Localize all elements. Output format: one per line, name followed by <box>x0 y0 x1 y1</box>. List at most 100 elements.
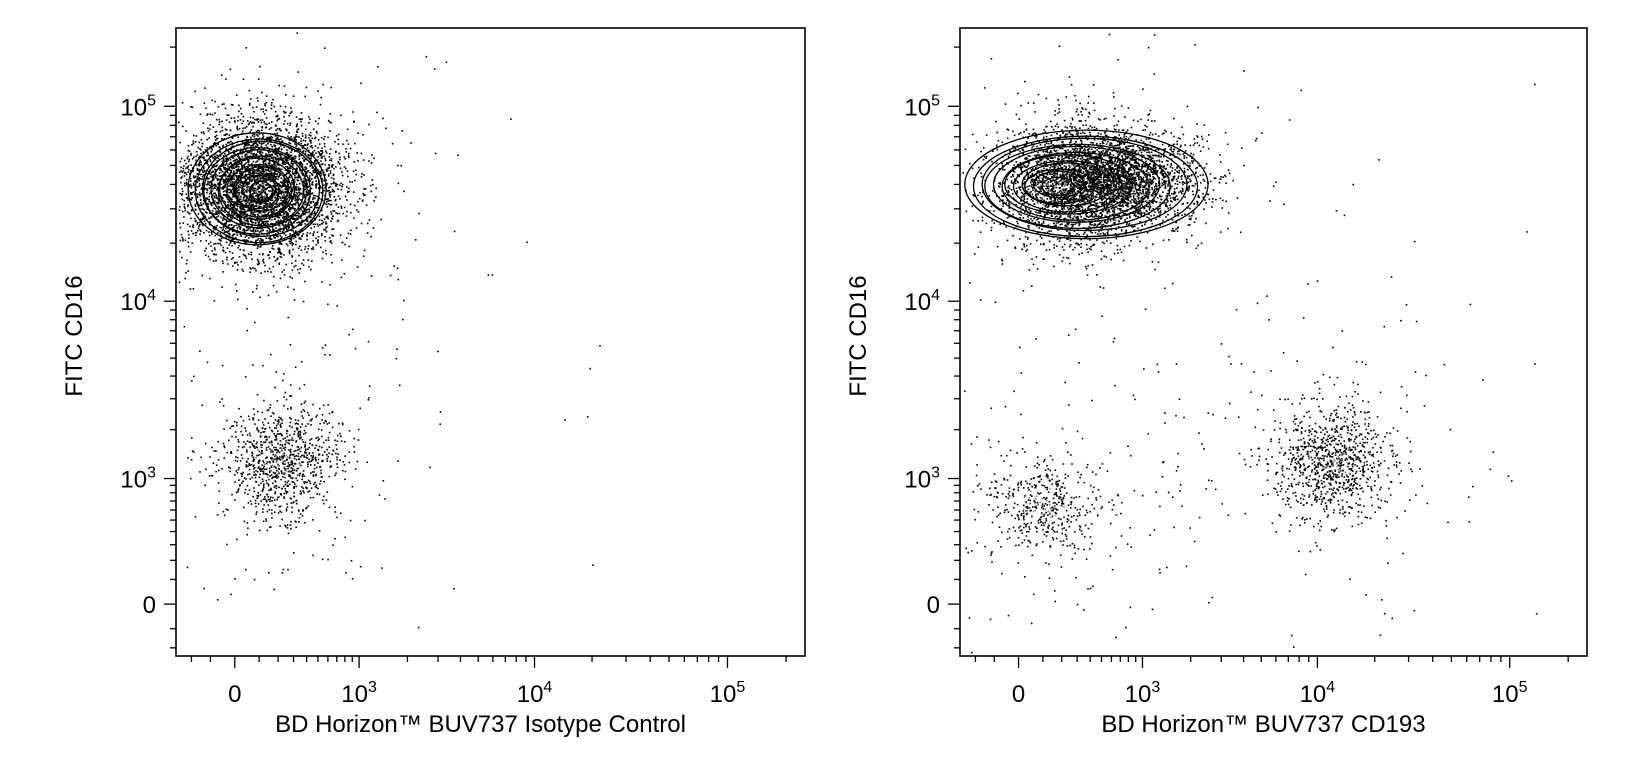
event-dot <box>247 465 249 467</box>
event-dot <box>191 144 193 146</box>
event-dot <box>307 461 309 464</box>
event-dot <box>249 174 251 177</box>
event-dot <box>264 160 266 163</box>
event-dot <box>275 147 278 150</box>
event-dot <box>235 158 238 160</box>
event-dot <box>269 180 272 183</box>
event-dot <box>217 187 219 189</box>
event-dot <box>270 195 273 197</box>
event-dot <box>294 175 296 177</box>
event-dot <box>287 159 289 162</box>
event-dot <box>354 204 356 207</box>
event-dot <box>330 86 332 89</box>
event-dot <box>304 481 307 483</box>
event-dot <box>298 158 301 160</box>
event-dot <box>299 493 302 495</box>
event-dot <box>310 464 312 466</box>
event-dot <box>214 213 217 215</box>
event-dot <box>245 47 248 49</box>
event-dot <box>294 202 297 205</box>
event-dot <box>245 226 248 229</box>
event-dot <box>264 473 267 475</box>
event-dot <box>259 296 261 299</box>
event-dot <box>334 506 336 508</box>
population-1-halo <box>178 32 601 500</box>
event-dot <box>274 196 276 199</box>
event-dot <box>184 277 186 280</box>
event-dot <box>275 290 278 293</box>
event-dot <box>305 507 307 510</box>
event-dot <box>251 451 253 454</box>
event-dot <box>228 134 231 136</box>
event-dot <box>255 161 257 163</box>
event-dot <box>310 134 312 137</box>
event-dot <box>258 231 261 233</box>
event-dot <box>403 299 405 302</box>
event-dot <box>306 170 309 172</box>
event-dot <box>260 108 262 111</box>
event-dot <box>226 175 229 178</box>
event-dot <box>259 473 261 476</box>
event-dot <box>273 427 276 429</box>
event-dot <box>315 152 317 154</box>
event-dot <box>253 133 256 136</box>
event-dot <box>265 156 268 159</box>
event-dot <box>360 222 363 225</box>
event-dot <box>285 157 287 160</box>
event-dot <box>295 214 298 217</box>
event-dot <box>240 185 243 187</box>
event-dot <box>293 492 295 494</box>
event-dot <box>319 480 322 482</box>
event-dot <box>292 203 294 206</box>
event-dot <box>310 438 313 440</box>
event-dot <box>287 180 289 183</box>
event-dot <box>240 163 243 166</box>
event-dot <box>224 231 227 233</box>
event-dot <box>261 478 264 481</box>
event-dot <box>301 163 304 166</box>
event-dot <box>330 254 332 256</box>
event-dot <box>224 205 227 208</box>
event-dot <box>279 192 281 195</box>
event-dot <box>280 193 283 195</box>
event-dot <box>245 568 247 571</box>
event-dot <box>231 239 233 241</box>
event-dot <box>275 201 278 204</box>
event-dot <box>281 221 283 224</box>
event-dot <box>183 199 185 202</box>
event-dot <box>221 219 224 221</box>
event-dot <box>309 442 311 445</box>
event-dot <box>232 182 234 184</box>
event-dot <box>221 286 223 288</box>
event-dot <box>307 448 309 450</box>
event-dot <box>295 240 297 243</box>
event-dot <box>332 189 335 192</box>
event-dot <box>311 167 313 169</box>
event-dot <box>276 235 278 237</box>
event-dot <box>239 485 241 487</box>
event-dot <box>251 144 254 147</box>
event-dot <box>183 206 186 208</box>
event-dot <box>293 495 295 498</box>
event-dot <box>272 151 275 154</box>
event-dot <box>241 161 243 164</box>
event-dot <box>286 212 289 214</box>
event-dot <box>238 156 240 158</box>
event-dot <box>275 125 277 127</box>
event-dot <box>274 237 277 239</box>
event-dot <box>215 253 217 256</box>
event-dot <box>256 119 259 121</box>
event-dot <box>252 460 254 462</box>
event-dot <box>267 162 270 165</box>
event-dot <box>185 167 187 170</box>
event-dot <box>345 215 348 217</box>
event-dot <box>282 189 284 191</box>
event-dot <box>268 426 271 429</box>
event-dot <box>293 172 296 175</box>
event-dot <box>192 182 195 185</box>
event-dot <box>251 163 253 165</box>
event-dot <box>224 227 227 230</box>
event-dot <box>255 287 258 290</box>
event-dot <box>286 122 289 125</box>
event-dot <box>260 219 263 221</box>
